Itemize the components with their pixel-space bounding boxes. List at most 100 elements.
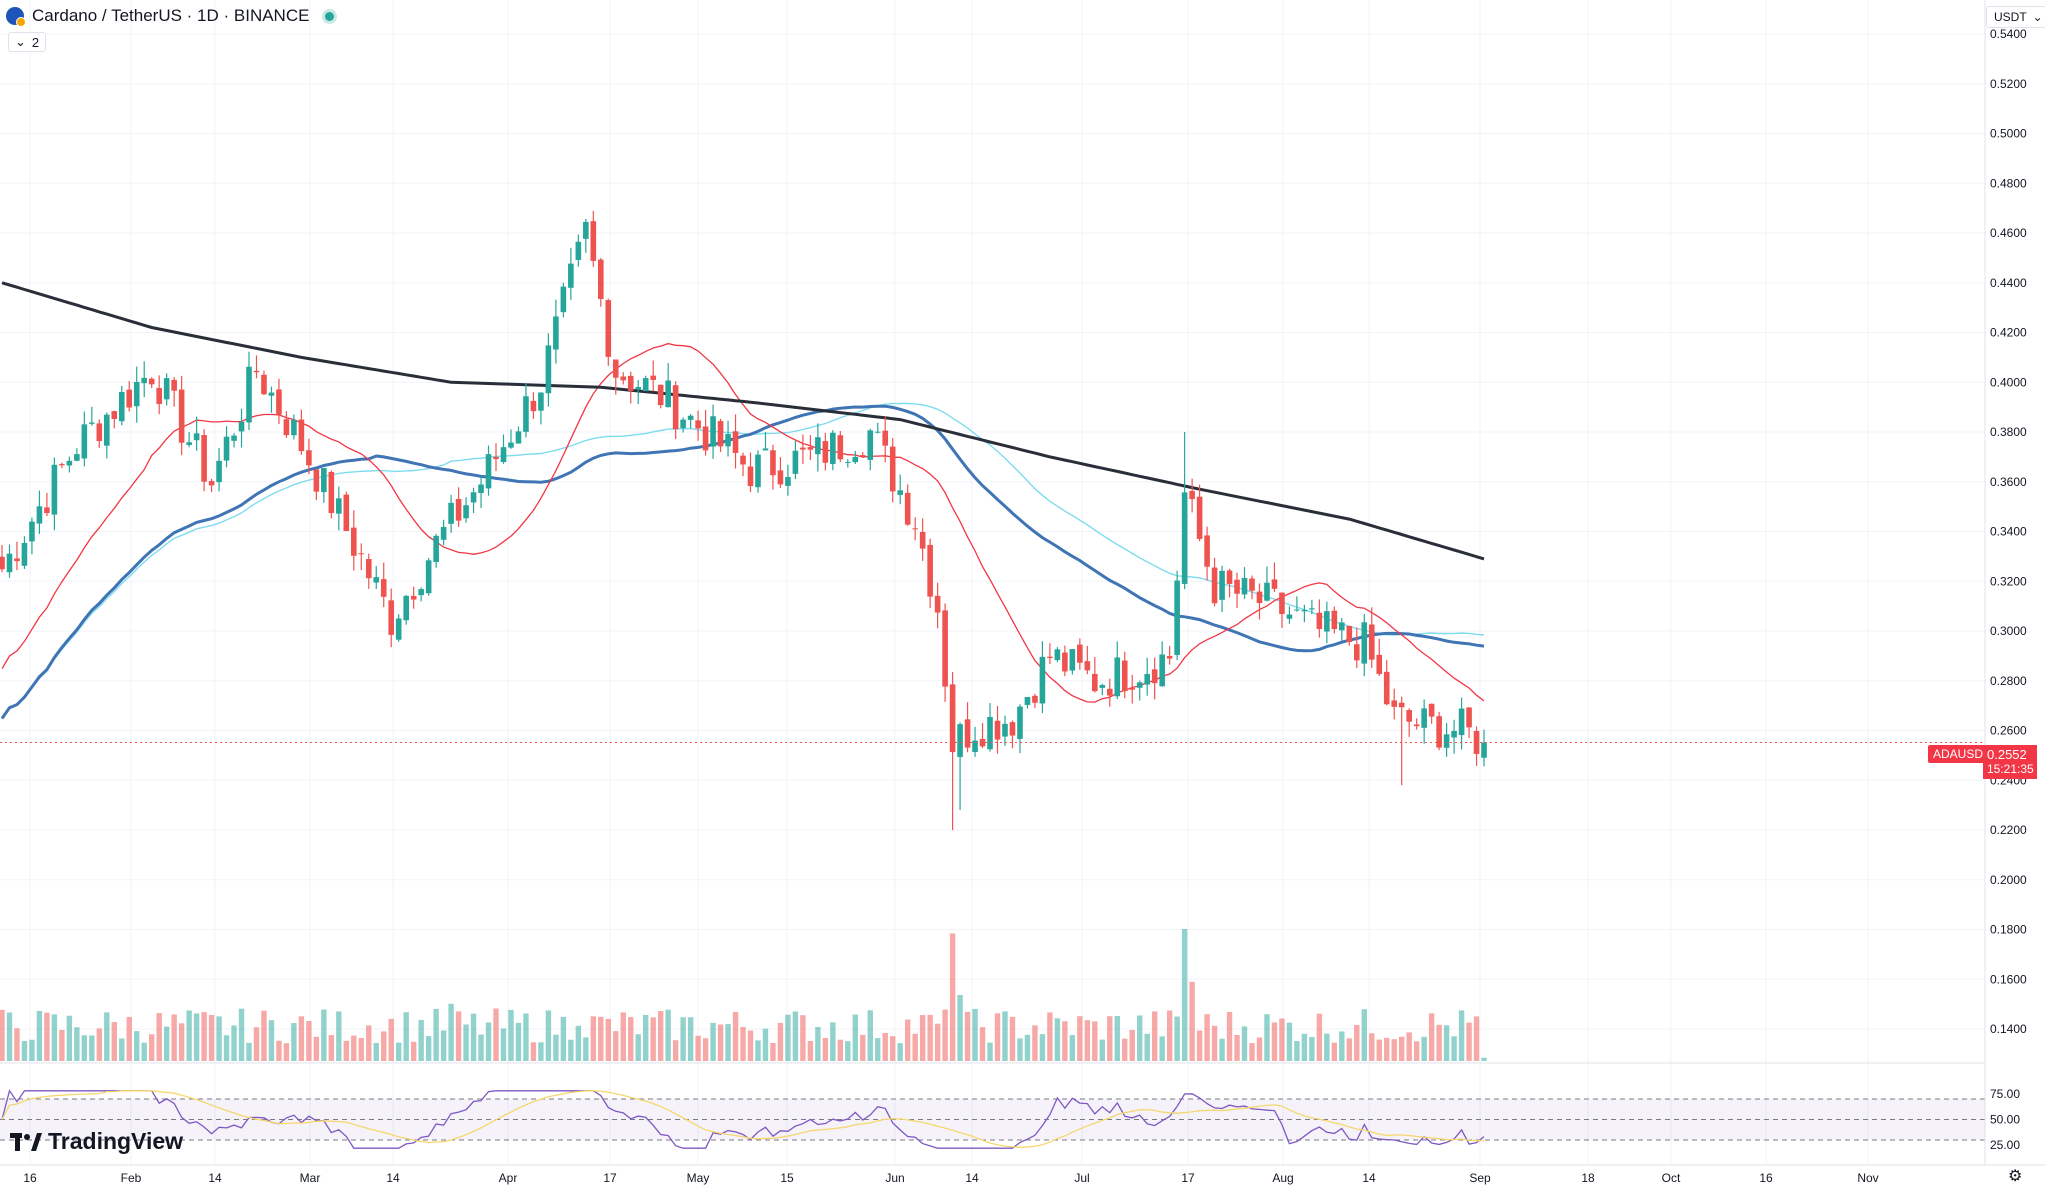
- candle-body: [418, 589, 424, 596]
- volume-bar: [785, 1014, 791, 1061]
- volume-bar: [672, 1040, 679, 1061]
- candle-body: [1039, 656, 1046, 704]
- volume-bar: [890, 1036, 896, 1061]
- candle-body: [201, 435, 207, 482]
- volume-bar: [306, 1021, 312, 1061]
- candle: [156, 375, 162, 415]
- candle-body: [867, 430, 874, 460]
- rsi-pane[interactable]: [0, 1062, 1985, 1149]
- volume-bar: [1129, 1029, 1135, 1061]
- time-tick-label: May: [687, 1171, 710, 1185]
- settings-gear-icon[interactable]: ⚙: [2008, 1168, 2023, 1185]
- candle-body: [755, 454, 761, 488]
- candle-body: [979, 738, 986, 747]
- candle-body: [1324, 611, 1330, 632]
- candle: [1256, 583, 1263, 620]
- candle: [1309, 599, 1315, 615]
- candle-body: [1436, 716, 1442, 748]
- candle: [1234, 572, 1240, 609]
- candle-body: [1368, 624, 1375, 660]
- candle: [650, 360, 656, 392]
- candle-body: [321, 467, 327, 493]
- candle-body: [1346, 626, 1353, 642]
- volume-bar: [1286, 1022, 1293, 1061]
- candle: [725, 420, 731, 457]
- candle-body: [1451, 730, 1457, 738]
- candle-body: [1391, 700, 1398, 707]
- volume-bar: [1137, 1015, 1143, 1061]
- candle: [583, 218, 589, 253]
- candle-body: [792, 450, 799, 474]
- candle-body: [1032, 695, 1038, 703]
- candle: [575, 234, 582, 267]
- currency-select[interactable]: USDT ⌄: [1986, 6, 2045, 28]
- price-tick-label: 0.4800: [1990, 176, 2027, 190]
- candle: [0, 545, 5, 573]
- volume-bar: [36, 1010, 43, 1061]
- candle-body: [1279, 592, 1285, 615]
- volume-bar: [111, 1022, 117, 1061]
- candle: [29, 517, 35, 555]
- candlesticks[interactable]: [0, 210, 1985, 830]
- volume-bar: [126, 1016, 132, 1061]
- volume-bar: [6, 1012, 13, 1061]
- candle: [96, 419, 103, 448]
- candle-body: [1331, 610, 1338, 630]
- volume-bar: [1092, 1021, 1098, 1061]
- candle-body: [373, 577, 380, 583]
- candle: [1324, 601, 1330, 644]
- candle: [695, 410, 701, 441]
- price-tick-label: 0.3400: [1990, 525, 2027, 539]
- time-tick-label: Aug: [1272, 1171, 1293, 1185]
- candle-body: [680, 419, 686, 429]
- volume-bar: [470, 1013, 477, 1061]
- candle: [770, 444, 776, 490]
- candle: [440, 519, 447, 546]
- candle-body: [463, 505, 469, 519]
- symbol-header[interactable]: Cardano / TetherUS · 1D · BINANCE: [6, 6, 335, 27]
- indicators-toggle-button[interactable]: ⌄ 2: [8, 32, 47, 52]
- candle: [1174, 570, 1180, 661]
- candle: [298, 409, 305, 455]
- candle: [1204, 526, 1210, 581]
- candle-body: [1481, 742, 1487, 758]
- candle: [994, 706, 1001, 754]
- candle: [732, 414, 739, 469]
- candle: [740, 452, 746, 477]
- volume-bar: [1481, 1057, 1487, 1061]
- time-tick-label: 14: [965, 1171, 979, 1185]
- candle: [403, 594, 409, 625]
- volume-bar: [21, 1041, 28, 1061]
- candle-body: [306, 450, 312, 466]
- volume-bar: [343, 1040, 350, 1061]
- price-tick-label: 0.5000: [1990, 127, 2027, 141]
- candle-body: [111, 411, 118, 419]
- volume-bar: [291, 1023, 297, 1061]
- tradingview-logo[interactable]: TradingView: [10, 1128, 183, 1155]
- volume-bar: [755, 1040, 761, 1061]
- volume-bar: [298, 1016, 305, 1061]
- volume-bar: [1069, 1035, 1076, 1061]
- candle-body: [1144, 673, 1151, 685]
- candle-body: [590, 221, 597, 261]
- volume-bar: [403, 1012, 409, 1061]
- candle-body: [21, 542, 28, 566]
- candle: [1391, 688, 1398, 720]
- volume-bar: [1039, 1034, 1046, 1061]
- candle-body: [695, 420, 701, 429]
- candle-body: [485, 454, 492, 489]
- indicator-count: 2: [31, 34, 40, 50]
- candle: [470, 487, 477, 514]
- candle-body: [133, 382, 140, 407]
- candle: [186, 432, 192, 448]
- candle: [942, 603, 948, 702]
- candle: [59, 462, 65, 469]
- candle-body: [1181, 492, 1188, 584]
- volume-bar: [29, 1039, 35, 1061]
- symbol-title: Cardano / TetherUS · 1D · BINANCE: [32, 6, 310, 25]
- volume-bar: [1047, 1012, 1053, 1061]
- candle-body: [1339, 622, 1345, 631]
- candle-body: [1129, 688, 1136, 690]
